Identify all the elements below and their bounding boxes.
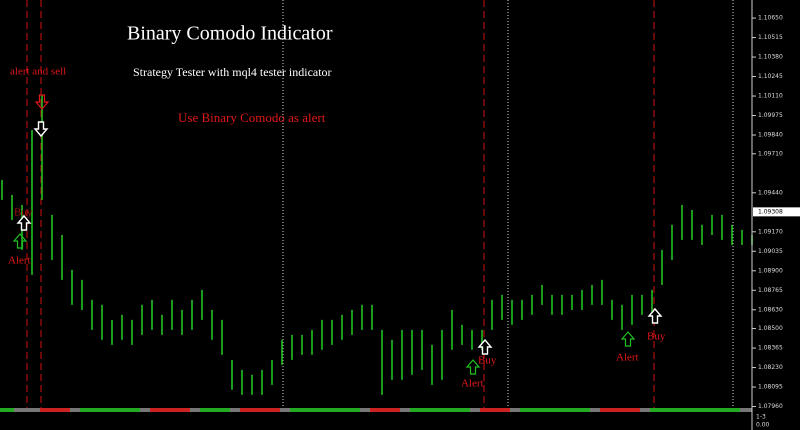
annotation: Buy bbox=[478, 355, 497, 367]
y-tick-label: 1.10110 bbox=[758, 93, 783, 100]
y-tick-label: 1.08230 bbox=[758, 364, 783, 371]
strip-segment bbox=[40, 408, 70, 412]
strip-segment bbox=[150, 408, 190, 412]
y-tick-label: 1.08365 bbox=[758, 345, 783, 352]
y-tick-label: 1.10650 bbox=[758, 15, 783, 22]
strip-segment bbox=[0, 408, 14, 412]
y-tick-label: 1.08630 bbox=[758, 306, 783, 313]
y-tick-label: 1.08500 bbox=[758, 325, 783, 332]
y-tick-label: 1.09440 bbox=[758, 189, 783, 196]
strip-segment bbox=[240, 408, 280, 412]
strip-segment bbox=[290, 408, 360, 412]
strip-segment bbox=[480, 408, 510, 412]
price-bars bbox=[1, 95, 753, 395]
strip-segment bbox=[200, 408, 230, 412]
y-tick-label: 1.10245 bbox=[758, 73, 783, 80]
y-tick-label: 1.09170 bbox=[758, 228, 783, 235]
separators bbox=[26, 0, 734, 410]
strip-segment bbox=[410, 408, 470, 412]
current-price-box bbox=[753, 207, 800, 217]
y-tick-label: 1.07960 bbox=[758, 403, 783, 410]
annotation: Buy bbox=[647, 331, 666, 343]
strip-segment bbox=[520, 408, 590, 412]
y-tick-label: 1.08900 bbox=[758, 267, 783, 274]
strip-segment bbox=[80, 408, 140, 412]
annotation: Use Binary Comodo as alert bbox=[178, 110, 326, 125]
y-tick-label: 1.10380 bbox=[758, 54, 783, 61]
strip-segment bbox=[600, 408, 640, 412]
chart-title: Binary Comodo Indicator bbox=[127, 23, 333, 45]
subtitle: Strategy Tester with mql4 tester indicat… bbox=[133, 65, 332, 79]
current-price-label: 1.09308 bbox=[758, 208, 783, 215]
indicator-strip bbox=[0, 408, 752, 412]
axis-labels: 1.10650 1.10515 1.10380 1.10245 1.10110 1.099… bbox=[752, 15, 800, 410]
strip-segment bbox=[370, 408, 400, 412]
strip-segment bbox=[650, 408, 740, 412]
y-tick-label: 1.09035 bbox=[758, 248, 783, 255]
y-tick-label: 1.09710 bbox=[758, 150, 783, 157]
annotation: Buy bbox=[14, 207, 33, 219]
sub-window-value: 0.00 bbox=[756, 422, 770, 429]
annotation: alert and sell bbox=[10, 66, 66, 78]
annotation: Alert bbox=[8, 255, 31, 267]
y-tick-label: 1.10515 bbox=[758, 34, 783, 41]
y-tick-label: 1.08095 bbox=[758, 384, 783, 391]
annotation: Alert bbox=[461, 378, 484, 390]
sub-window-label: 1-3 bbox=[756, 414, 766, 421]
y-tick-label: 1.08765 bbox=[758, 287, 783, 294]
y-tick-label: 1.09840 bbox=[758, 132, 783, 139]
y-tick-label: 1.09975 bbox=[758, 112, 783, 119]
annotation: Alert bbox=[616, 352, 639, 364]
